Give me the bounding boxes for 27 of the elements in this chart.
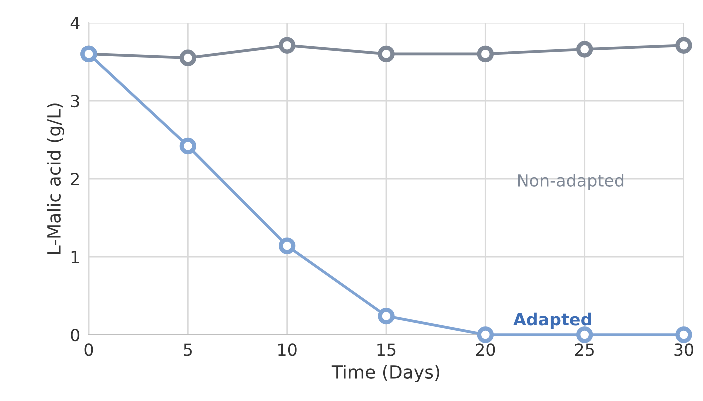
text: Non-adapted — [518, 174, 624, 190]
point — [676, 37, 692, 54]
y-tick-label: 4 — [70, 17, 80, 30]
series-label: Adapted — [514, 312, 592, 330]
x-tick-label: 30 — [674, 344, 694, 356]
x-tick-label: 20 — [476, 344, 496, 356]
y-tick-label: 3 — [71, 94, 80, 108]
x-tick-label: 15 — [378, 344, 396, 356]
point — [576, 41, 594, 58]
point — [477, 326, 494, 344]
point — [279, 238, 296, 254]
point — [378, 46, 395, 63]
x-axis-title: Time (Days) — [332, 365, 440, 382]
point — [180, 50, 196, 66]
x-tick-label: 25 — [575, 344, 594, 356]
x-tick-label: 0 — [84, 344, 94, 356]
y-tick-label: 2 — [71, 172, 79, 186]
point — [676, 326, 692, 344]
point — [279, 37, 296, 54]
y-tick-label: 0 — [71, 328, 80, 342]
point — [378, 308, 395, 325]
y-tick-label: 1 — [72, 251, 80, 264]
x-tick-label: 5 — [184, 344, 192, 356]
point — [180, 138, 196, 155]
point — [477, 46, 494, 63]
x-tick-label: 10 — [278, 344, 297, 356]
y-axis-title: L-Malic acid (g/L) — [47, 104, 65, 254]
